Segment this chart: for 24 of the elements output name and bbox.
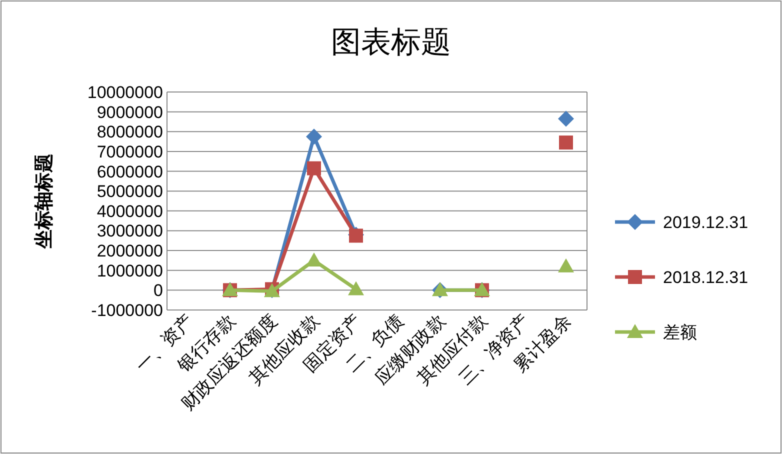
y-tick-label: 1000000	[96, 261, 163, 280]
y-tick-label: 7000000	[96, 142, 163, 162]
y-axis-title: 坐标轴标题	[33, 154, 55, 250]
y-tick-label: 9000000	[96, 102, 163, 122]
y-tick-label: 10000000	[87, 83, 163, 102]
point	[558, 110, 574, 127]
chart-title: 图表标题	[331, 26, 451, 59]
y-tick-label: 6000000	[96, 162, 163, 182]
y-tick-label: 5000000	[96, 182, 163, 202]
point	[307, 161, 321, 176]
point	[348, 281, 364, 296]
point	[558, 258, 574, 272]
y-tick-label: 3000000	[96, 222, 163, 241]
point	[306, 128, 322, 145]
y-tick-label: 8000000	[96, 122, 163, 142]
legend-label: 2019.12.31	[663, 213, 748, 232]
legend-label: 差额	[663, 323, 697, 342]
y-tick-label: 2000000	[96, 242, 163, 261]
y-tick-label: 4000000	[96, 202, 163, 221]
point	[306, 252, 322, 266]
y-tick-label: -1000000	[91, 301, 163, 320]
y-tick-label: 0	[154, 281, 163, 300]
point	[559, 136, 573, 150]
legend-label: 2018.12.31	[663, 268, 748, 287]
